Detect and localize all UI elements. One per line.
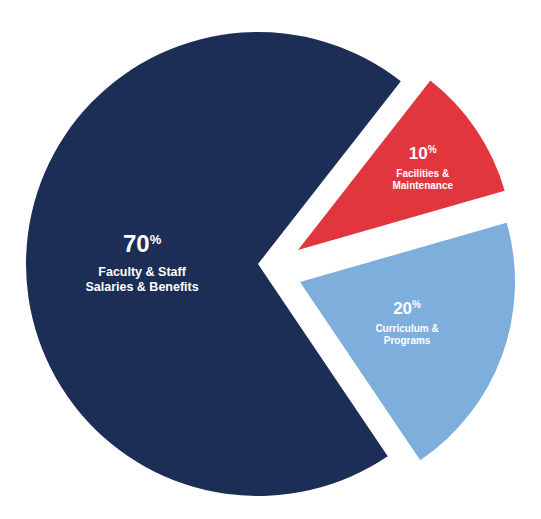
svg-text:Faculty & Staff: Faculty & Staff bbox=[98, 265, 186, 279]
svg-text:Facilities &: Facilities & bbox=[396, 168, 449, 179]
svg-text:20%: 20% bbox=[393, 299, 421, 318]
svg-text:10%: 10% bbox=[409, 144, 437, 163]
svg-text:Programs: Programs bbox=[384, 335, 431, 346]
svg-text:Salaries & Benefits: Salaries & Benefits bbox=[85, 280, 198, 294]
svg-text:Curriculum &: Curriculum & bbox=[375, 323, 438, 334]
svg-text:70%: 70% bbox=[123, 230, 162, 257]
svg-text:Maintenance: Maintenance bbox=[392, 180, 453, 191]
